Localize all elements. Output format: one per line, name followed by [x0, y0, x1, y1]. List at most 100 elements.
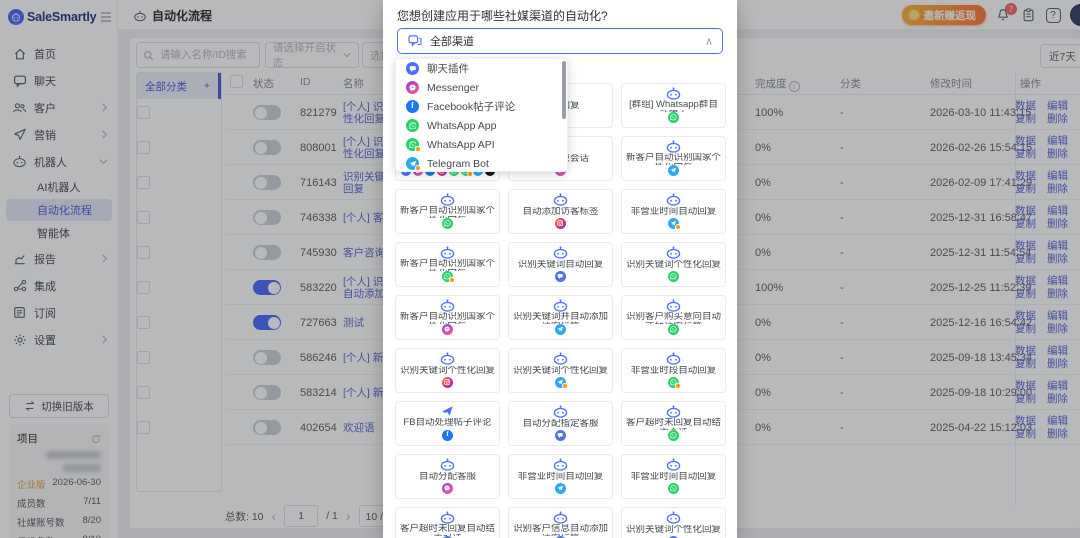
action-link-数据[interactable]: 数据 [1015, 275, 1036, 287]
template-card[interactable]: 非营业时间自动回复 [621, 189, 726, 234]
status-toggle[interactable] [253, 175, 281, 190]
action-link-复制[interactable]: 复制 [1015, 148, 1036, 160]
action-link-编辑[interactable]: 编辑 [1047, 205, 1068, 217]
next-page-button[interactable]: › [345, 508, 351, 524]
template-card[interactable]: 非营业时间自动回复 [621, 454, 726, 499]
help-icon[interactable]: ? [1045, 7, 1061, 23]
action-link-编辑[interactable]: 编辑 [1047, 345, 1068, 357]
template-card[interactable]: 识别关键词个性化回复 [395, 348, 500, 393]
dropdown-scrollbar[interactable] [562, 61, 566, 119]
search-box[interactable] [136, 42, 260, 68]
action-link-数据[interactable]: 数据 [1015, 170, 1036, 182]
channel-option-telegram_bot[interactable]: Telegram Bot [396, 154, 567, 171]
sidebar-subitem-AI机器人[interactable]: AI机器人 [37, 182, 81, 194]
select-all-checkbox[interactable] [230, 75, 243, 88]
action-link-删除[interactable]: 删除 [1047, 148, 1068, 160]
row-name-link[interactable]: [个人] 新 [343, 386, 384, 399]
add-category-button[interactable]: + [203, 80, 210, 92]
action-link-删除[interactable]: 删除 [1047, 393, 1068, 405]
action-link-复制[interactable]: 复制 [1015, 428, 1036, 440]
row-checkbox[interactable] [137, 281, 150, 294]
tasks-clipboard-icon[interactable] [1020, 7, 1036, 23]
action-link-删除[interactable]: 删除 [1047, 323, 1068, 335]
template-card[interactable]: 识别关键词自动回复 [508, 242, 613, 287]
channel-option-messenger[interactable]: Messenger [396, 78, 567, 97]
action-link-复制[interactable]: 复制 [1015, 183, 1036, 195]
action-link-删除[interactable]: 删除 [1047, 253, 1068, 265]
action-link-删除[interactable]: 删除 [1047, 288, 1068, 300]
status-toggle[interactable] [253, 315, 281, 330]
sidebar-item-设置[interactable]: 设置 [0, 326, 118, 353]
action-link-删除[interactable]: 删除 [1047, 183, 1068, 195]
row-name-link[interactable]: 欢迎语 [343, 421, 375, 434]
template-card[interactable]: 新客户自动识别国家个性化回复 [395, 242, 500, 287]
template-card[interactable]: 新客户自动识别国家个性化回复 [621, 136, 726, 181]
action-link-复制[interactable]: 复制 [1015, 253, 1036, 265]
sidebar-item-首页[interactable]: 首页 [0, 40, 118, 67]
template-card[interactable]: 非营业时段自动回复 [621, 348, 726, 393]
row-name-link[interactable]: [个人] 识 自动添加 [343, 275, 385, 300]
row-name-link[interactable]: [个人] 客 [343, 211, 384, 224]
status-toggle[interactable] [253, 420, 281, 435]
action-link-数据[interactable]: 数据 [1015, 135, 1036, 147]
channel-option-whatsapp[interactable]: WhatsApp App [396, 116, 567, 135]
template-card[interactable]: 识别客户信息自动添加访客标签 [508, 507, 613, 538]
template-card[interactable]: FB自动处理帖子评论 f [395, 401, 500, 446]
sidebar-item-机器人[interactable]: 机器人 [0, 148, 118, 175]
template-card[interactable]: 新客户自动识别国家个性化回复 [395, 295, 500, 340]
date-range-button[interactable]: 近7天 [1040, 44, 1080, 68]
row-name-link[interactable]: 识别关键 回复 [343, 170, 385, 195]
action-link-删除[interactable]: 删除 [1047, 218, 1068, 230]
action-link-编辑[interactable]: 编辑 [1047, 240, 1068, 252]
action-link-删除[interactable]: 删除 [1047, 428, 1068, 440]
template-card[interactable]: 识别关键词并自动添加访客标签 [508, 295, 613, 340]
row-checkbox[interactable] [137, 211, 150, 224]
sidebar-collapse-icon[interactable] [100, 12, 112, 22]
row-checkbox[interactable] [137, 316, 150, 329]
template-card[interactable]: [群组] Whatsapp群自动踢人 [621, 83, 726, 128]
row-checkbox[interactable] [137, 141, 150, 154]
action-link-编辑[interactable]: 编辑 [1047, 415, 1068, 427]
sidebar-subitem-智能体[interactable]: 智能体 [37, 228, 70, 240]
project-refresh-icon[interactable] [91, 434, 101, 444]
action-link-数据[interactable]: 数据 [1015, 415, 1036, 427]
status-toggle[interactable] [253, 350, 281, 365]
channel-option-whatsapp_api[interactable]: WhatsApp API [396, 135, 567, 154]
search-input[interactable] [158, 48, 248, 62]
action-link-数据[interactable]: 数据 [1015, 100, 1036, 112]
template-card[interactable]: 自动添加访客标签 [508, 189, 613, 234]
template-card[interactable]: 识别关键词个性化回复 [508, 348, 613, 393]
prev-page-button[interactable]: ‹ [271, 508, 277, 524]
notifications-bell-icon[interactable]: 7 [995, 3, 1017, 23]
action-link-删除[interactable]: 删除 [1047, 358, 1068, 370]
status-filter-select[interactable]: 请选择开启状态 [265, 42, 359, 69]
status-toggle[interactable] [253, 210, 281, 225]
action-link-编辑[interactable]: 编辑 [1047, 380, 1068, 392]
action-link-数据[interactable]: 数据 [1015, 345, 1036, 357]
template-card[interactable]: 非营业时间自动回复 [508, 454, 613, 499]
action-link-编辑[interactable]: 编辑 [1047, 170, 1068, 182]
row-name-link[interactable]: [个人] 识 性化回复 [343, 135, 385, 160]
template-card[interactable]: 识别客户购买意向自动添加访客标签 [621, 295, 726, 340]
template-card[interactable]: 自动分配指定客服 [508, 401, 613, 446]
action-link-复制[interactable]: 复制 [1015, 393, 1036, 405]
action-link-数据[interactable]: 数据 [1015, 310, 1036, 322]
template-card[interactable]: 识别关键词个性化回复 [621, 242, 726, 287]
sidebar-item-客户[interactable]: 客户 [0, 94, 118, 121]
action-link-数据[interactable]: 数据 [1015, 205, 1036, 217]
category-all-item[interactable]: 全部分类 + [137, 73, 221, 99]
action-link-编辑[interactable]: 编辑 [1047, 310, 1068, 322]
row-name-link[interactable]: 客户咨询 [343, 246, 385, 259]
status-toggle[interactable] [253, 245, 281, 260]
row-checkbox[interactable] [137, 246, 150, 259]
action-link-复制[interactable]: 复制 [1015, 113, 1036, 125]
action-link-复制[interactable]: 复制 [1015, 288, 1036, 300]
status-toggle[interactable] [253, 105, 281, 120]
template-card[interactable]: 自动分配客服 [395, 454, 500, 499]
channel-select[interactable]: 全部渠道 ∧ [397, 28, 723, 54]
status-toggle[interactable] [253, 280, 281, 295]
channel-option-chat[interactable]: 聊天插件 [396, 59, 567, 78]
channel-option-facebook[interactable]: f Facebook帖子评论 [396, 97, 567, 116]
row-name-link[interactable]: [个人] 识 性化回复 [343, 100, 385, 125]
row-checkbox[interactable] [137, 351, 150, 364]
